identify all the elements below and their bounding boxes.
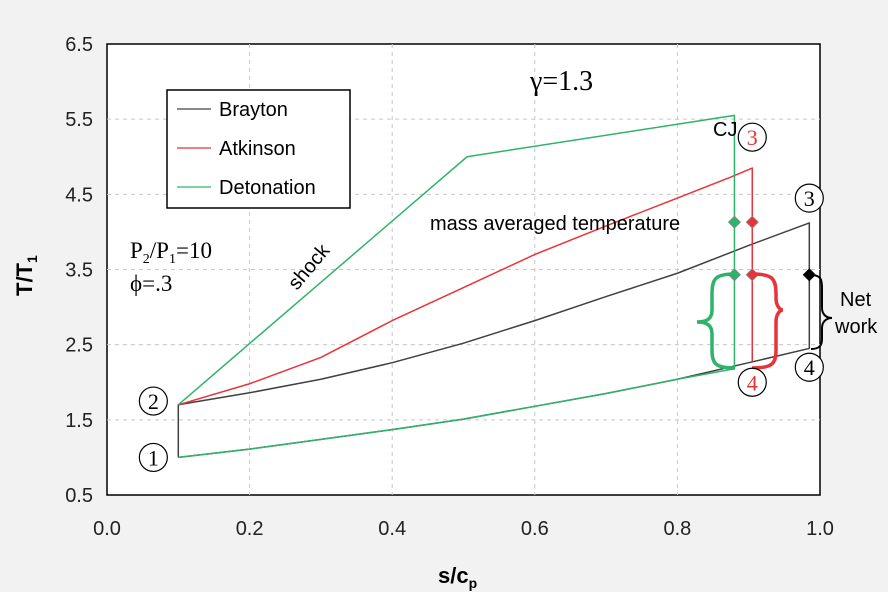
state-label-3: 3	[747, 125, 758, 150]
x-axis-title: s/cp	[438, 563, 477, 591]
state-circle-4	[794, 352, 824, 382]
state-label-4: 4	[747, 370, 758, 395]
x-tick-label: 0.8	[663, 518, 691, 540]
state-label-2: 2	[148, 389, 159, 414]
markers	[727, 215, 816, 282]
y-tick-label: 4.5	[65, 184, 93, 206]
phi-label: ϕ=.3	[130, 271, 172, 296]
tick-labels: 0.0 0.2 0.4 0.6 0.8 1.0 0.5 1.5 2.5 3.5 4.5 5.5 6.5	[65, 34, 834, 540]
brace-detonation	[696, 272, 736, 370]
x-tick-label: 0.4	[378, 518, 406, 540]
y-tick-label: 3.5	[65, 260, 93, 282]
state-circle-3	[794, 183, 824, 213]
legend-label-detonation: Detonation	[219, 177, 316, 199]
state-circle-4	[737, 367, 767, 397]
legend-label-atkinson: Atkinson	[219, 138, 296, 160]
diamond-marker	[802, 268, 816, 282]
brace-atkinson	[751, 272, 784, 370]
cj-label: CJ	[713, 119, 737, 141]
y-tick-label: 2.5	[65, 335, 93, 357]
y-tick-label: 5.5	[65, 109, 93, 131]
state-label-4: 4	[804, 355, 815, 380]
x-tick-label: 0.0	[93, 518, 121, 540]
x-tick-label: 0.6	[521, 518, 549, 540]
state-circle-3	[737, 122, 767, 152]
series-line-detonation	[177, 114, 736, 459]
y-tick-label: 6.5	[65, 34, 93, 56]
state-points: 1 2 3 3 4 4	[138, 122, 824, 473]
work-label: work	[834, 316, 878, 338]
brace-net-work	[810, 274, 833, 350]
chart-title: γ=1.3	[529, 66, 593, 97]
y-axis-title: T/T1	[12, 255, 40, 296]
x-tick-label: 0.2	[236, 518, 264, 540]
series-line-atkinson	[178, 167, 754, 406]
pressure-ratio-label: P2/P1=10	[130, 238, 212, 267]
series-lines	[177, 114, 811, 459]
y-tick-label: 0.5	[65, 485, 93, 507]
diamond-marker	[745, 215, 759, 229]
diamond-marker	[727, 215, 742, 229]
net-label: Net	[840, 289, 872, 311]
state-label-3: 3	[804, 186, 815, 211]
x-tick-label: 1.0	[806, 518, 834, 540]
grid-lines	[107, 44, 820, 495]
state-circle-1	[138, 442, 168, 473]
mass-averaged-label: mass averaged temperature	[430, 213, 680, 235]
state-circle-2	[138, 386, 168, 416]
legend-label-brayton: Brayton	[219, 99, 288, 121]
y-tick-label: 1.5	[65, 410, 93, 432]
state-label-1: 1	[148, 445, 159, 470]
legend: Brayton Atkinson Detonation	[166, 89, 351, 209]
legend-box	[166, 89, 351, 209]
